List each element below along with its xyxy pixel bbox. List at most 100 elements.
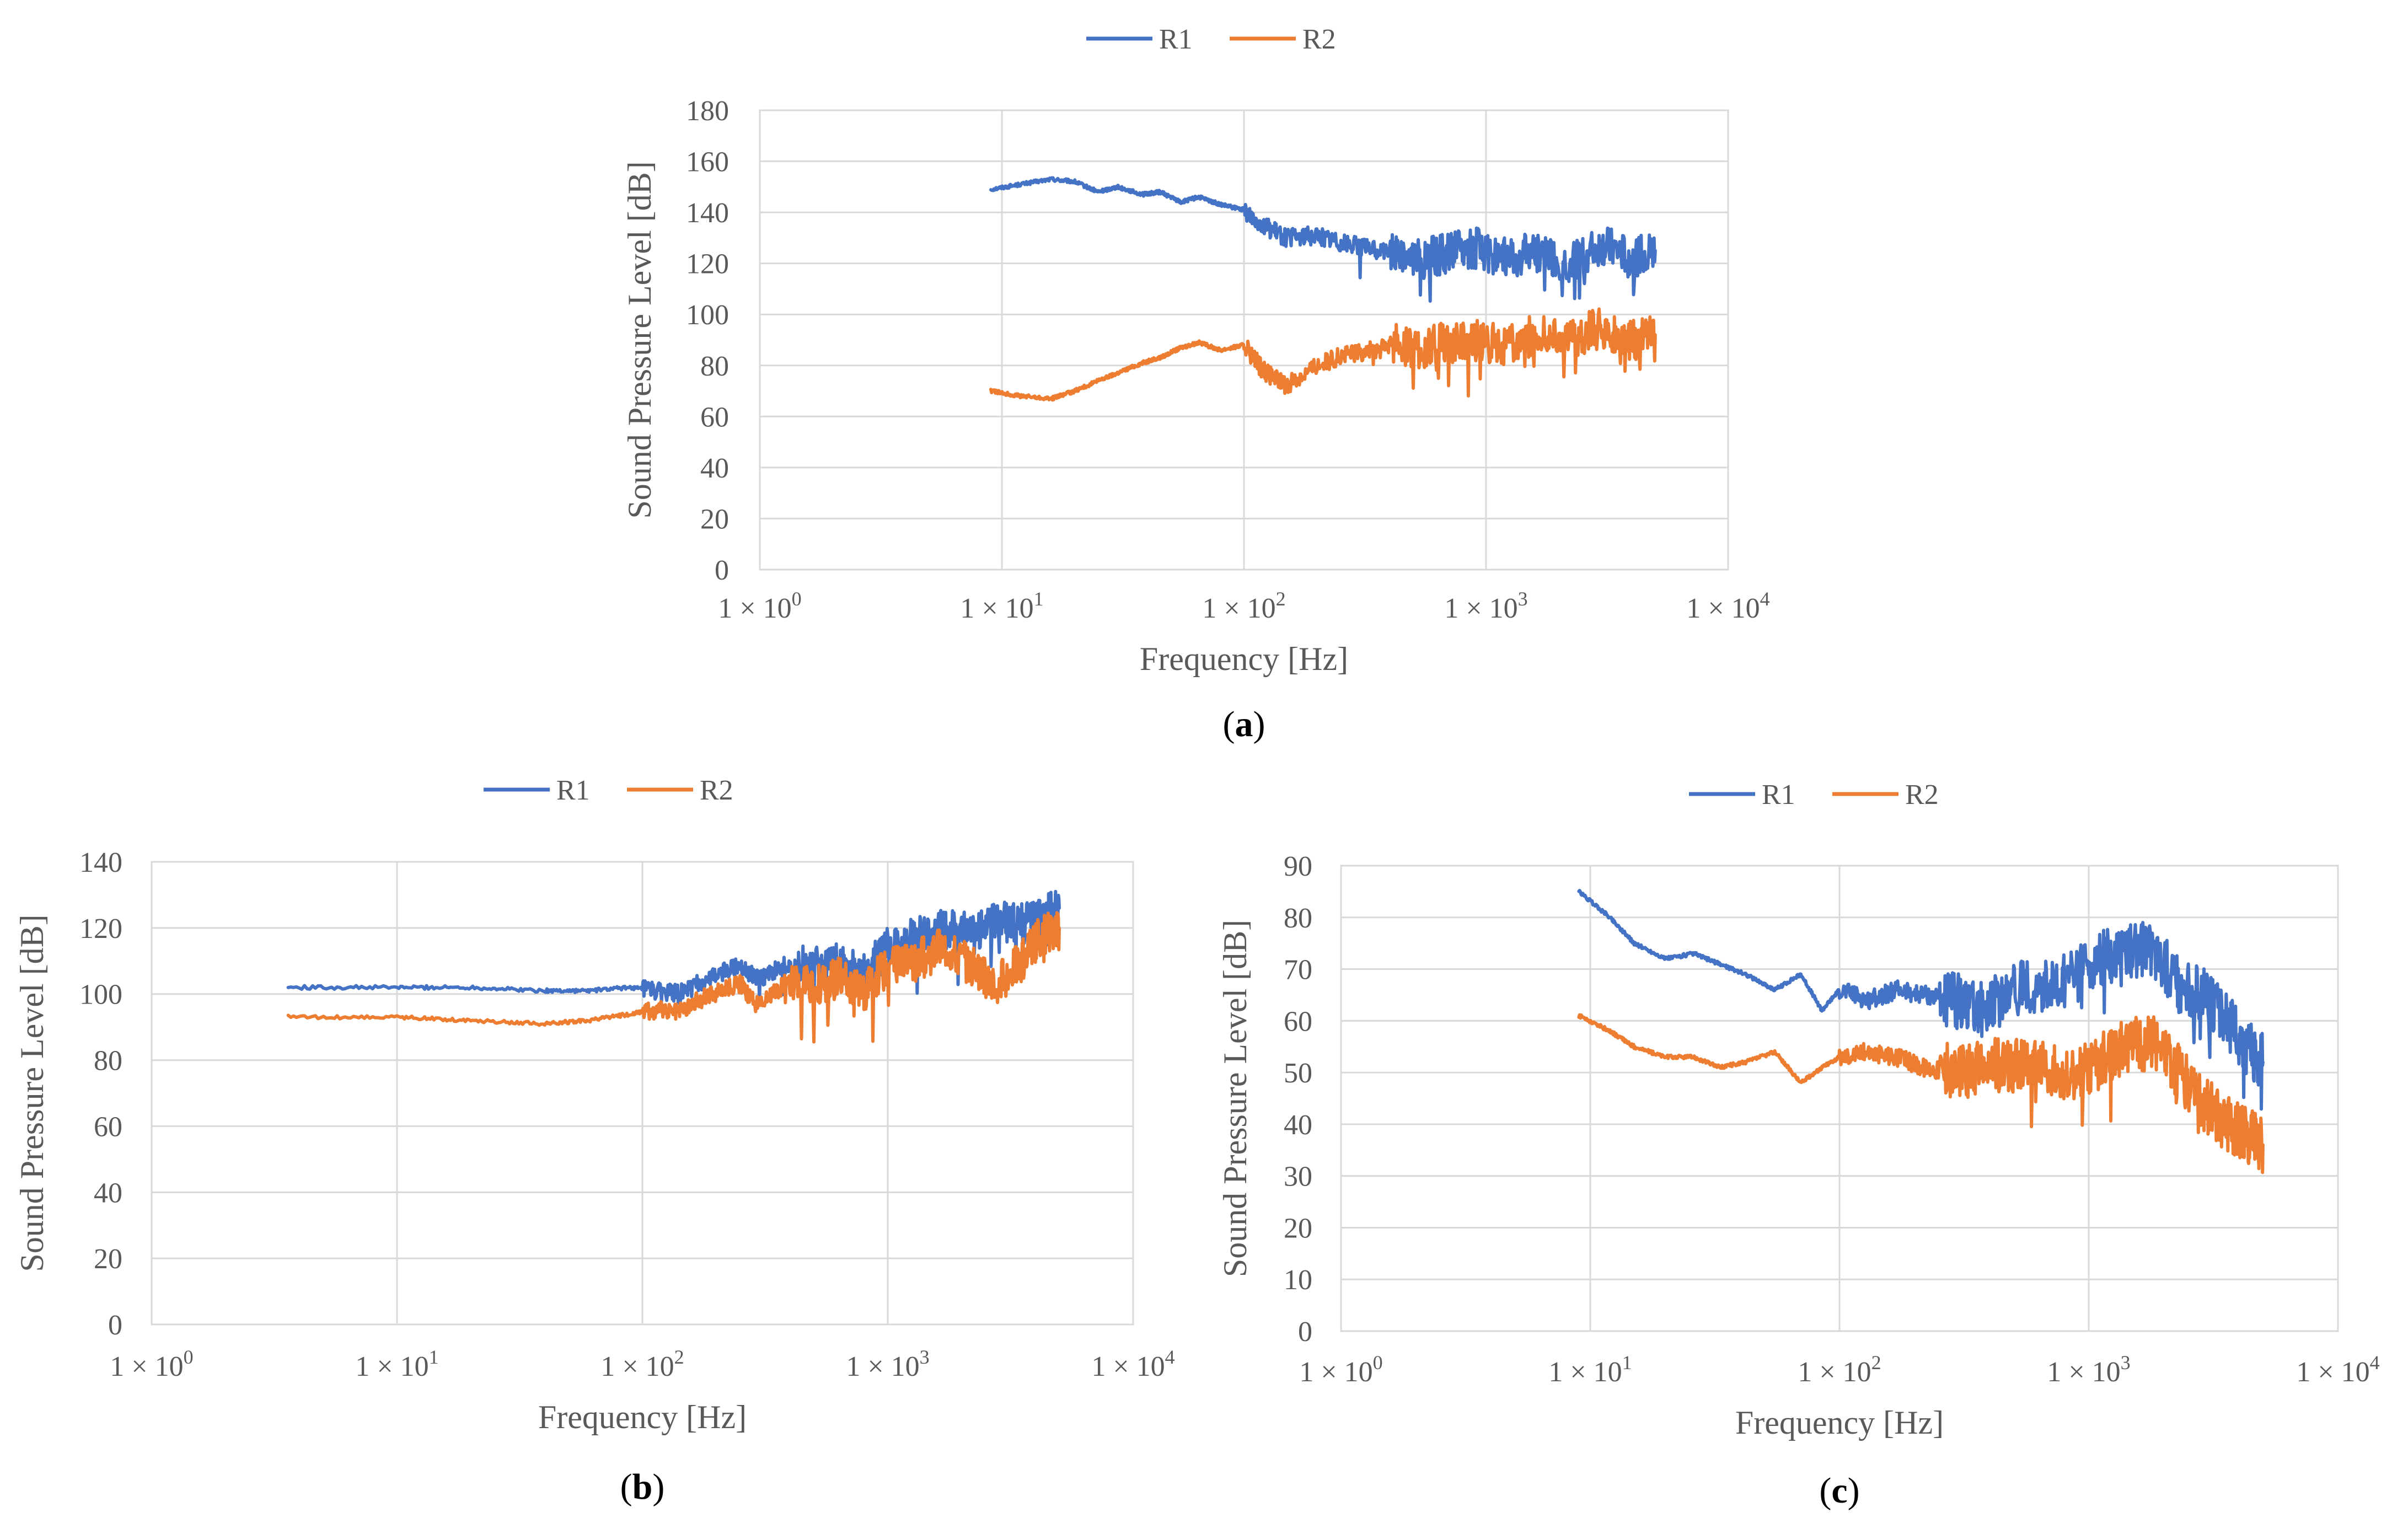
x-tick-base: 1 × 10 (846, 1351, 919, 1382)
y-tick-label: 20 (700, 503, 729, 535)
caption-paren-close: ) (652, 1467, 664, 1507)
caption-paren-open: ( (1223, 704, 1235, 744)
series-line-r1 (1577, 889, 2265, 1111)
x-tick-exponent: 3 (920, 1346, 930, 1368)
x-tick-exponent: 1 (1622, 1351, 1632, 1374)
caption-letter: a (1235, 704, 1253, 744)
panel-caption: (c) (1819, 1471, 1859, 1511)
x-tick-exponent: 0 (1373, 1351, 1383, 1374)
y-tick-label: 120 (686, 249, 729, 280)
x-tick-base: 1 × 10 (1091, 1351, 1165, 1382)
caption-paren-close: ) (1848, 1471, 1860, 1511)
x-tick-base: 1 × 10 (1444, 593, 1517, 624)
x-tick-exponent: 2 (1871, 1351, 1881, 1374)
x-tick-base: 1 × 10 (110, 1351, 183, 1382)
y-tick-label: 50 (1284, 1058, 1312, 1089)
x-tick-label: 1 × 104 (2296, 1351, 2379, 1388)
y-tick-label: 0 (715, 555, 729, 586)
caption-paren-close: ) (1253, 704, 1265, 744)
legend-label-r2: R2 (700, 775, 733, 806)
series-line-r1 (286, 889, 1061, 1013)
series-line-r1 (989, 176, 1657, 303)
caption-letter: b (632, 1467, 653, 1507)
x-tick-exponent: 3 (1518, 588, 1528, 610)
x-axis-title: Frequency [Hz] (538, 1399, 747, 1435)
y-tick-label: 20 (94, 1243, 122, 1275)
y-tick-label: 80 (700, 351, 729, 382)
legend-label-r1: R1 (1762, 779, 1795, 811)
y-tick-label: 80 (1284, 903, 1312, 934)
caption-paren-open: ( (620, 1467, 632, 1507)
x-tick-label: 1 × 101 (1548, 1351, 1632, 1388)
panel-caption: (b) (620, 1467, 665, 1507)
y-tick-label: 100 (686, 299, 729, 331)
y-tick-label: 120 (79, 913, 122, 945)
x-tick-exponent: 0 (184, 1346, 194, 1368)
x-tick-exponent: 4 (2370, 1351, 2380, 1374)
x-tick-exponent: 3 (2121, 1351, 2131, 1374)
y-tick-label: 60 (1284, 1006, 1312, 1037)
legend-label-r2: R2 (1905, 779, 1939, 811)
legend: R1 R2 (1689, 779, 1939, 811)
x-tick-base: 1 × 10 (600, 1351, 674, 1382)
x-tick-label: 1 × 102 (1798, 1351, 1881, 1388)
x-tick-base: 1 × 10 (718, 593, 791, 624)
series-line-r2 (286, 911, 1061, 1044)
y-tick-label: 40 (700, 453, 729, 484)
series-line-r2 (989, 307, 1657, 402)
y-tick-label: 140 (79, 847, 122, 878)
y-tick-label: 100 (79, 979, 122, 1011)
x-axis-title: Frequency [Hz] (1140, 641, 1348, 677)
legend-label-r1: R1 (1159, 24, 1193, 55)
y-tick-label: 180 (686, 95, 729, 127)
x-tick-base: 1 × 10 (2296, 1356, 2369, 1388)
x-tick-base: 1 × 10 (2047, 1356, 2120, 1388)
x-tick-base: 1 × 10 (1202, 593, 1275, 624)
x-tick-exponent: 1 (1034, 588, 1044, 610)
y-tick-label: 0 (1298, 1316, 1312, 1348)
x-tick-label: 1 × 102 (600, 1346, 684, 1382)
y-axis-title: Sound Pressure Level [dB] (621, 161, 658, 518)
legend: R1 R2 (484, 775, 733, 806)
x-tick-base: 1 × 10 (1798, 1356, 1871, 1388)
y-tick-label: 80 (94, 1045, 122, 1077)
y-tick-label: 60 (700, 401, 729, 433)
x-tick-base: 1 × 10 (960, 593, 1033, 624)
y-tick-label: 140 (686, 197, 729, 229)
x-tick-label: 1 × 101 (960, 588, 1043, 624)
y-axis-title: Sound Pressure Level [dB] (1217, 920, 1253, 1277)
x-tick-label: 1 × 103 (1444, 588, 1527, 624)
x-axis-title: Frequency [Hz] (1735, 1404, 1944, 1441)
caption-paren-open: ( (1819, 1471, 1831, 1511)
y-tick-label: 20 (1284, 1213, 1312, 1244)
y-tick-label: 40 (1284, 1109, 1312, 1141)
x-tick-exponent: 0 (792, 588, 802, 610)
legend: R1 R2 (1086, 24, 1336, 55)
caption-letter: c (1831, 1471, 1847, 1511)
legend-label-r2: R2 (1302, 24, 1336, 55)
y-tick-label: 30 (1284, 1161, 1312, 1193)
y-tick-label: 70 (1284, 954, 1312, 986)
x-tick-base: 1 × 10 (1299, 1356, 1372, 1388)
x-tick-label: 1 × 100 (110, 1346, 193, 1382)
series-line-r2 (1577, 1013, 2265, 1174)
y-tick-label: 0 (108, 1310, 122, 1341)
x-tick-exponent: 4 (1760, 588, 1770, 610)
x-tick-base: 1 × 10 (1686, 593, 1760, 624)
y-tick-label: 90 (1284, 851, 1312, 882)
y-tick-label: 60 (94, 1111, 122, 1143)
x-tick-label: 1 × 100 (718, 588, 801, 624)
x-tick-exponent: 2 (1276, 588, 1286, 610)
x-tick-exponent: 4 (1165, 1346, 1175, 1368)
x-tick-label: 1 × 103 (2047, 1351, 2130, 1388)
x-tick-label: 1 × 101 (355, 1346, 438, 1382)
x-tick-label: 1 × 102 (1202, 588, 1285, 624)
legend-label-r1: R1 (556, 775, 590, 806)
x-tick-label: 1 × 104 (1686, 588, 1769, 624)
x-tick-label: 1 × 103 (846, 1346, 929, 1382)
y-axis-title: Sound Pressure Level [dB] (14, 914, 50, 1272)
